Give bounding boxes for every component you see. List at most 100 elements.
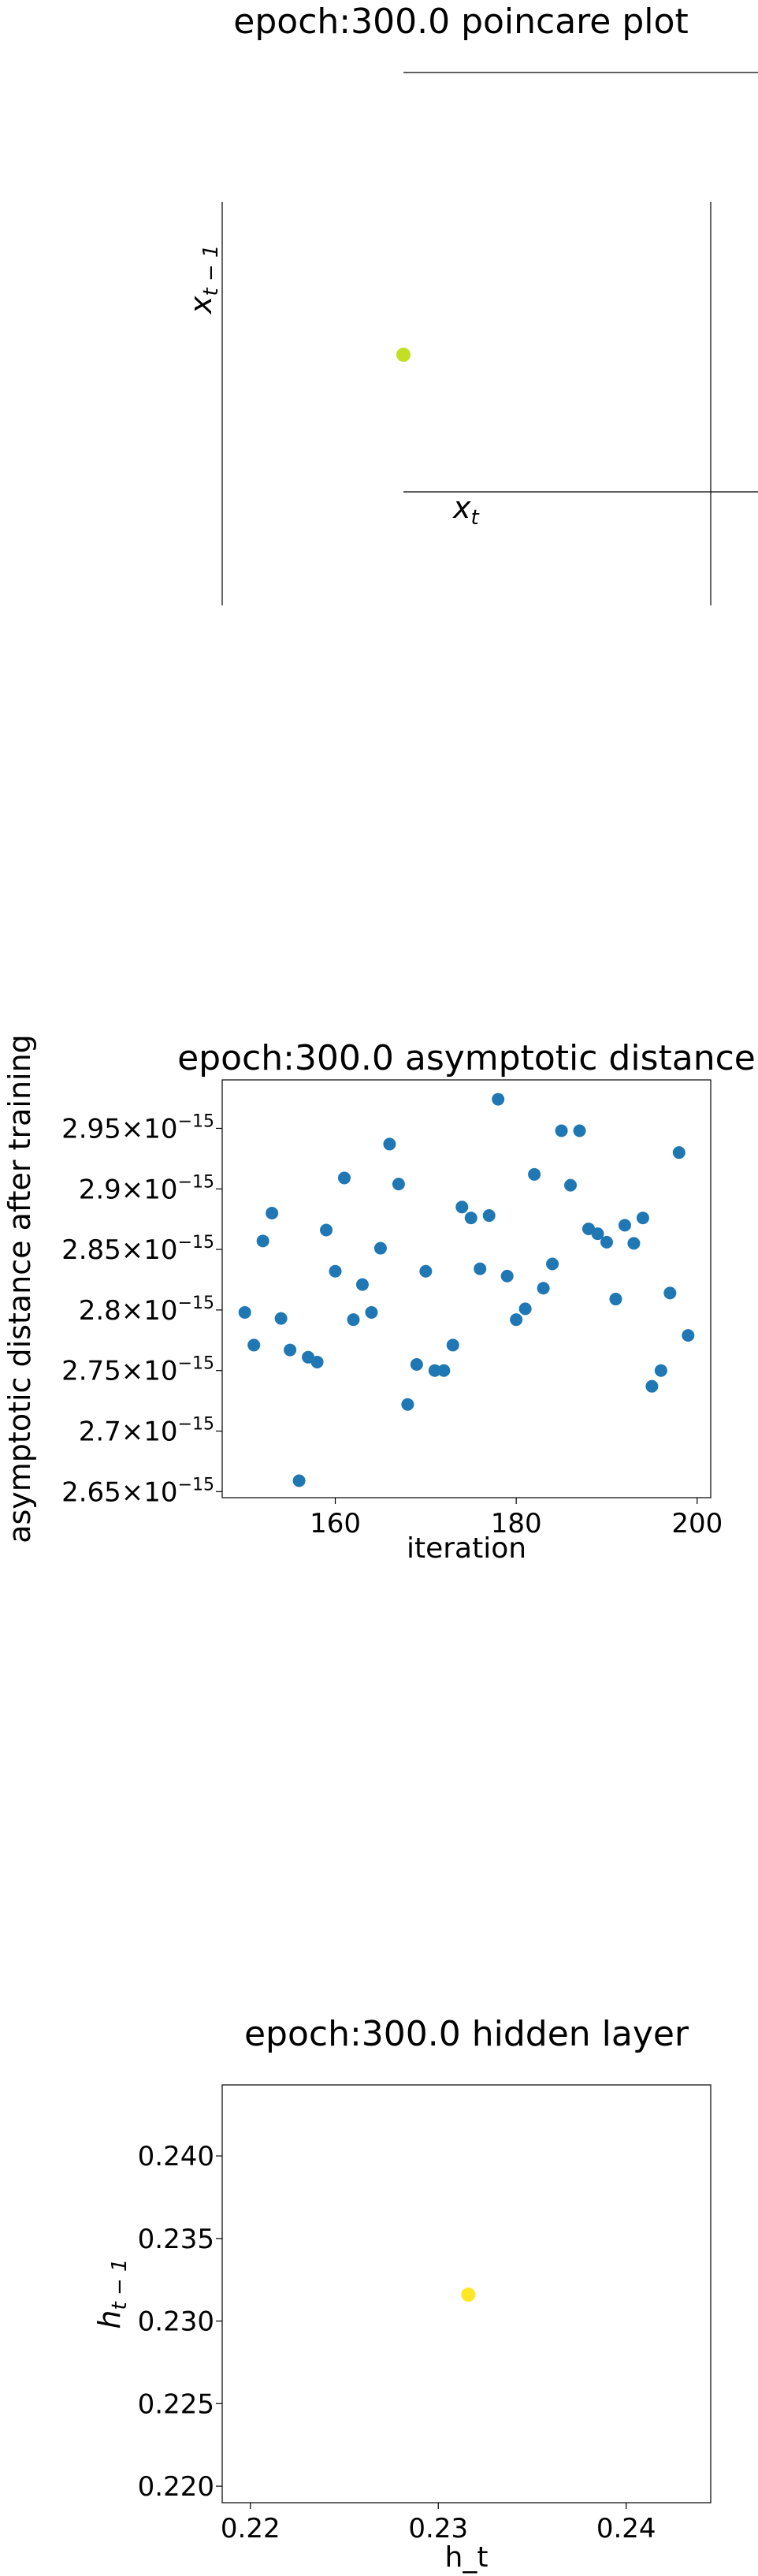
data-point	[419, 1264, 433, 1278]
y-tick-exponent: −15	[178, 1172, 214, 1192]
data-point	[455, 1201, 469, 1214]
asymptotic-distance-title: epoch:300.0 asymptotic distance	[177, 1038, 756, 1078]
data-point	[555, 1124, 568, 1137]
y-tick-label: 2.8×10−15	[79, 1294, 214, 1327]
y-tick-label: 2.95×10−15	[61, 1111, 214, 1145]
y-tick-exponent: −15	[178, 1294, 214, 1313]
data-point	[618, 1219, 631, 1232]
hidden-layer-y-axis: 0.220 0.225 0.230 0.235 0.240	[138, 2141, 222, 2503]
y-tick-label: 0.220	[138, 2471, 214, 2503]
y-tick-multiplier: ×10	[121, 1113, 178, 1145]
data-point	[355, 1278, 369, 1291]
hidden-layer-chart: epoch:300.0 hidden layer 0.22 0.23 0.24 0.…	[92, 2014, 712, 2574]
data-point	[518, 1302, 532, 1316]
data-point	[600, 1235, 613, 1249]
data-point	[446, 1338, 459, 1352]
asymptotic-distance-chart: epoch:300.0 asymptotic distance 160 180 20…	[2, 1034, 756, 1565]
data-point	[266, 1206, 279, 1219]
data-point	[609, 1293, 622, 1306]
asymptotic-plot-frame	[221, 1079, 712, 1498]
x-tick-label: 180	[491, 1508, 542, 1539]
y-tick-label: 2.7×10−15	[79, 1415, 214, 1448]
data-point	[247, 1338, 261, 1352]
y-tick-label: 2.9×10−15	[79, 1172, 214, 1205]
hidden-layer-ylabel: ht − 1	[92, 2258, 132, 2328]
data-point	[284, 1343, 297, 1357]
data-point	[627, 1237, 641, 1250]
data-point	[492, 1093, 505, 1106]
asymptotic-ylabel: asymptotic distance after training	[2, 1034, 37, 1543]
data-point	[654, 1364, 667, 1377]
y-tick-multiplier: ×10	[121, 1234, 178, 1266]
hidden-layer-title: epoch:300.0 hidden layer	[244, 2014, 689, 2054]
y-tick-label: 0.235	[138, 2224, 214, 2255]
data-point	[682, 1329, 695, 1342]
y-tick-exponent: −15	[178, 1415, 214, 1435]
data-point	[292, 1474, 306, 1487]
poincare-xlabel: xt	[452, 490, 480, 530]
data-point	[474, 1262, 487, 1275]
data-point	[274, 1312, 288, 1325]
asymptotic-xlabel: iteration	[407, 1532, 526, 1565]
data-point	[461, 2288, 476, 2302]
data-point	[320, 1223, 333, 1237]
data-point	[482, 1209, 496, 1223]
y-tick-label: 0.240	[138, 2141, 214, 2172]
poincare-ylabel: xt − 1	[184, 244, 223, 315]
data-point	[537, 1282, 550, 1295]
data-point	[373, 1241, 387, 1255]
data-point	[546, 1257, 559, 1271]
y-tick-multiplier: ×10	[121, 1295, 178, 1327]
data-point	[238, 1305, 251, 1319]
data-point	[329, 1264, 342, 1278]
data-point	[365, 1305, 378, 1319]
data-point	[528, 1167, 541, 1181]
data-point	[464, 1212, 477, 1225]
data-point	[500, 1269, 514, 1282]
data-point	[310, 1355, 324, 1368]
asymptotic-y-axis: 2.65×10−15 2.7×10−15 2.75×10−15 2.8×10−15 2.…	[61, 1111, 222, 1508]
hidden-layer-xlabel: h_t	[445, 2541, 489, 2574]
data-point	[564, 1178, 578, 1192]
data-point	[573, 1124, 586, 1137]
data-point	[437, 1364, 451, 1377]
data-point	[428, 1364, 441, 1377]
x-tick-label: 0.24	[596, 2513, 656, 2544]
hidden-layer-x-axis: 0.22 0.23 0.24	[221, 2503, 656, 2544]
data-point	[392, 1178, 405, 1191]
y-tick-exponent: −15	[178, 1475, 214, 1495]
poincare-data-point	[396, 348, 411, 362]
data-point	[672, 1146, 686, 1160]
data-point	[636, 1212, 649, 1225]
data-point	[338, 1171, 351, 1185]
hidden-layer-plot-frame	[221, 2084, 712, 2503]
y-tick-exponent: −15	[178, 1233, 214, 1253]
y-tick-exponent: −15	[178, 1354, 214, 1374]
y-tick-label: 0.225	[138, 2388, 214, 2420]
data-point	[410, 1358, 423, 1372]
asymptotic-x-axis: 160 180 200	[310, 1498, 723, 1539]
data-point	[645, 1379, 659, 1393]
y-tick-multiplier: ×10	[121, 1476, 178, 1508]
asymptotic-points	[238, 1093, 695, 1487]
poincare-plot-chart: epoch:300.0 poincare plot xt xt − 1	[184, 2, 758, 605]
y-tick-label: 2.75×10−15	[61, 1354, 214, 1387]
data-point	[591, 1227, 604, 1241]
y-tick-multiplier: ×10	[121, 1356, 178, 1387]
data-point	[347, 1313, 360, 1327]
x-tick-label: 160	[310, 1508, 361, 1539]
y-tick-label: 0.230	[138, 2306, 214, 2338]
y-tick-exponent: −15	[178, 1111, 214, 1131]
y-tick-label: 2.65×10−15	[61, 1475, 214, 1508]
y-tick-multiplier: ×10	[121, 1416, 178, 1448]
data-point	[256, 1234, 269, 1248]
y-tick-multiplier: ×10	[121, 1174, 178, 1205]
hidden-layer-points	[461, 2288, 476, 2302]
data-point	[383, 1137, 396, 1151]
data-point	[510, 1313, 523, 1327]
x-tick-label: 0.23	[408, 2513, 468, 2544]
poincare-plot-title: epoch:300.0 poincare plot	[233, 2, 688, 42]
data-point	[401, 1398, 414, 1411]
data-point	[663, 1286, 677, 1300]
